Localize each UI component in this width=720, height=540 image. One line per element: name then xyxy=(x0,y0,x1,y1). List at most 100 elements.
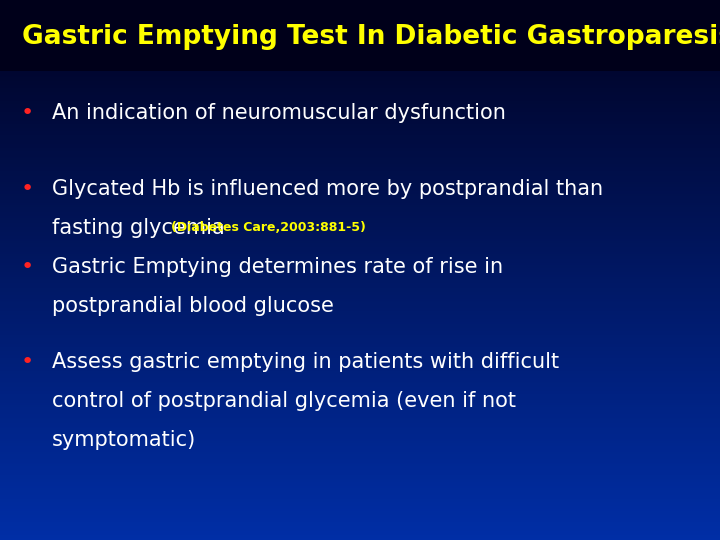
Bar xyxy=(0,250,720,252)
Bar xyxy=(0,292,720,293)
Bar xyxy=(0,214,720,216)
Bar xyxy=(0,412,720,414)
Bar xyxy=(0,211,720,212)
Bar xyxy=(0,342,720,344)
Bar xyxy=(0,255,720,258)
Bar xyxy=(0,81,720,83)
Bar xyxy=(0,247,720,248)
Bar xyxy=(0,329,720,331)
Bar xyxy=(0,293,720,295)
Bar xyxy=(0,39,720,42)
Bar xyxy=(0,85,720,86)
Bar xyxy=(0,117,720,119)
Bar xyxy=(0,43,720,45)
Text: •: • xyxy=(20,103,33,124)
Bar xyxy=(0,367,720,369)
Bar xyxy=(0,140,720,142)
Bar xyxy=(0,466,720,468)
Bar xyxy=(0,150,720,151)
Bar xyxy=(0,538,720,540)
Bar xyxy=(0,151,720,153)
Bar xyxy=(0,366,720,367)
Bar xyxy=(0,475,720,477)
Bar xyxy=(0,312,720,313)
Bar xyxy=(0,146,720,147)
Bar xyxy=(0,123,720,124)
Bar xyxy=(0,470,720,471)
Bar xyxy=(0,232,720,234)
Bar xyxy=(0,382,720,383)
Bar xyxy=(0,270,720,272)
Bar xyxy=(0,137,720,139)
Bar xyxy=(0,506,720,508)
Bar xyxy=(0,0,720,71)
Bar xyxy=(0,378,720,380)
Bar xyxy=(0,525,720,528)
Bar xyxy=(0,437,720,439)
Bar xyxy=(0,373,720,374)
Bar xyxy=(0,274,720,275)
Bar xyxy=(0,50,720,52)
Bar xyxy=(0,495,720,497)
Bar xyxy=(0,290,720,292)
Bar xyxy=(0,0,720,2)
Bar xyxy=(0,346,720,347)
Bar xyxy=(0,97,720,99)
Text: An indication of neuromuscular dysfunction: An indication of neuromuscular dysfuncti… xyxy=(52,103,505,124)
Bar xyxy=(0,201,720,204)
Bar xyxy=(0,106,720,108)
Bar xyxy=(0,275,720,277)
Bar xyxy=(0,326,720,328)
Bar xyxy=(0,11,720,12)
Bar xyxy=(0,128,720,130)
Bar xyxy=(0,355,720,356)
Bar xyxy=(0,155,720,157)
Bar xyxy=(0,474,720,475)
Bar xyxy=(0,398,720,400)
Bar xyxy=(0,430,720,432)
Bar xyxy=(0,20,720,22)
Bar xyxy=(0,228,720,231)
Bar xyxy=(0,157,720,158)
Bar xyxy=(0,72,720,74)
Bar xyxy=(0,58,720,59)
Bar xyxy=(0,54,720,56)
Bar xyxy=(0,349,720,351)
Bar xyxy=(0,238,720,239)
Bar xyxy=(0,167,720,169)
Bar xyxy=(0,104,720,106)
Bar xyxy=(0,508,720,509)
Bar xyxy=(0,169,720,171)
Bar xyxy=(0,414,720,416)
Bar xyxy=(0,524,720,525)
Bar xyxy=(0,153,720,155)
Bar xyxy=(0,15,720,16)
Bar xyxy=(0,162,720,164)
Bar xyxy=(0,66,720,69)
Bar xyxy=(0,254,720,255)
Bar xyxy=(0,65,720,66)
Bar xyxy=(0,528,720,529)
Bar xyxy=(0,417,720,420)
Bar xyxy=(0,225,720,227)
Bar xyxy=(0,471,720,474)
Bar xyxy=(0,501,720,502)
Bar xyxy=(0,265,720,266)
Bar xyxy=(0,459,720,461)
Text: Gastric Emptying Test In Diabetic Gastroparesis: Gastric Emptying Test In Diabetic Gastro… xyxy=(22,24,720,50)
Bar xyxy=(0,488,720,490)
Bar xyxy=(0,518,720,520)
Bar xyxy=(0,31,720,32)
Bar xyxy=(0,29,720,31)
Bar xyxy=(0,497,720,498)
Bar xyxy=(0,177,720,178)
Bar xyxy=(0,277,720,279)
Bar xyxy=(0,299,720,301)
Bar xyxy=(0,49,720,50)
Bar xyxy=(0,243,720,245)
Bar xyxy=(0,61,720,63)
Bar xyxy=(0,444,720,447)
Bar xyxy=(0,416,720,417)
Bar xyxy=(0,479,720,481)
Bar xyxy=(0,536,720,538)
